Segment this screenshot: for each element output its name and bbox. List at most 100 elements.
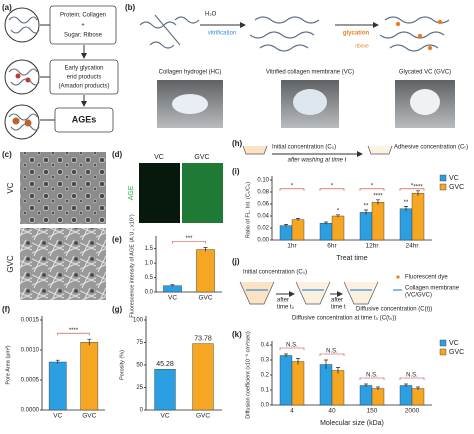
y-tick-label: 0.2 xyxy=(261,373,270,379)
x-tick-label: 4 xyxy=(290,408,294,415)
diagram-j xyxy=(239,275,402,305)
box-text: Sugar; Ribose xyxy=(64,33,103,39)
label: Initial concentration (C₀) xyxy=(243,270,307,276)
y-tick-label: 0.0015 xyxy=(21,318,40,324)
x-tick-label: 6hr xyxy=(327,243,337,250)
legend-label: VC xyxy=(449,340,459,347)
significance-label: * xyxy=(331,183,334,189)
bar xyxy=(154,369,176,411)
micrograph xyxy=(20,152,106,224)
bar xyxy=(371,388,385,406)
significance-bracket xyxy=(279,347,305,350)
x-axis-label: Molecular size (kDa) xyxy=(320,420,384,427)
significance-bracket xyxy=(359,188,385,191)
bar xyxy=(291,219,305,241)
error-bar xyxy=(336,367,340,374)
error-bar xyxy=(296,358,300,365)
x-tick-label: VC xyxy=(160,413,169,420)
y-axis-label: Porosity (%) xyxy=(119,350,125,380)
diagram-b xyxy=(139,14,455,128)
error-bar xyxy=(376,386,380,390)
significance-bracket xyxy=(319,353,345,356)
label: after washing at time t xyxy=(288,158,347,164)
bar xyxy=(411,388,425,406)
bar xyxy=(359,385,373,406)
significance-label: N.S. xyxy=(406,373,418,379)
label: Diffusive concentration (C(t)) xyxy=(356,307,432,313)
bar xyxy=(279,355,293,406)
significance-label: N.S. xyxy=(366,373,378,379)
y-tick-label: 0.3 xyxy=(261,358,270,364)
y-tick-label: 25 xyxy=(136,385,143,391)
y-tick-label: 0.04 xyxy=(257,214,269,220)
significance-label: *** xyxy=(185,236,193,242)
x-tick-label: 12hr xyxy=(365,243,379,250)
label: after xyxy=(277,298,289,304)
error-bar xyxy=(55,359,60,364)
error-bar xyxy=(416,190,420,196)
panel-label: (i) xyxy=(232,167,240,176)
panel-label: (b) xyxy=(125,3,136,12)
panel-label: (a) xyxy=(2,3,12,12)
y-axis-label: Ratio of FL. Int. (Cₜ/C₀) xyxy=(245,182,251,238)
significance-bracket xyxy=(279,188,305,191)
bar xyxy=(331,215,345,241)
y-tick-label: 1.0 xyxy=(145,261,154,267)
fluorescence-image xyxy=(182,163,223,223)
significance-mark: **** xyxy=(413,184,423,190)
legend-label: GVC xyxy=(449,184,464,191)
x-tick-label: 2000 xyxy=(405,408,420,415)
y-tick-label: 0 xyxy=(140,408,144,414)
box-text: end products xyxy=(67,75,102,81)
significance-bracket xyxy=(319,188,345,191)
x-tick-label: GVC xyxy=(198,295,212,302)
y-axis-label: Pore Area (μm²) xyxy=(5,345,11,384)
bar xyxy=(291,361,305,406)
legend-label: Collagen membrane xyxy=(405,286,460,292)
panel-label: (k) xyxy=(232,330,242,339)
arrow-label: vitrification xyxy=(208,31,236,37)
row-label: AGE xyxy=(128,185,135,200)
significance-bracket xyxy=(57,332,90,336)
y-axis-label: Diffusion coefficient (x10⁻⁶ cm²/sec) xyxy=(244,331,251,419)
y-tick-label: 50 xyxy=(136,363,143,369)
significance-bracket xyxy=(172,241,206,244)
y-axis-label: Fluorescence intensity of AGE (A.U., x10… xyxy=(128,214,135,318)
legend-label: Fluorescent dye xyxy=(405,275,448,281)
significance-mark: * xyxy=(337,208,340,214)
legend-label: VC xyxy=(449,175,459,182)
caption: Collagen hydrogel (HC) xyxy=(159,70,222,76)
box-text: Early glycation xyxy=(64,66,103,72)
x-tick-label: GVC xyxy=(82,413,96,420)
bar xyxy=(279,225,293,241)
bar xyxy=(196,249,215,293)
x-tick-label: 24hr xyxy=(405,243,419,250)
legend-swatch xyxy=(439,339,447,347)
error-bar xyxy=(404,206,408,212)
value-label: 45.28 xyxy=(156,361,174,368)
label: Adhesive concentration (Cₜ) xyxy=(394,145,468,151)
arrow-label: glycation xyxy=(343,31,370,37)
error-bar xyxy=(170,284,175,287)
significance-bracket xyxy=(399,188,425,191)
label: Initial concentration (C₀) xyxy=(272,145,336,151)
bar xyxy=(331,370,345,406)
bar xyxy=(48,361,67,411)
column-label: GVC xyxy=(194,154,209,161)
error-bar xyxy=(364,383,368,387)
panel-label: (f) xyxy=(2,305,10,314)
panel-label: (e) xyxy=(112,235,122,244)
significance-label: * xyxy=(291,183,294,189)
x-tick-label: 40 xyxy=(328,408,336,415)
bar xyxy=(163,285,182,293)
x-tick-label: 1hr xyxy=(287,243,297,250)
y-tick-label: 0.02 xyxy=(257,226,269,232)
panel-label: (j) xyxy=(232,257,240,266)
legend-label: (VC/GVC) xyxy=(405,293,432,299)
y-tick-label: 0.5 xyxy=(145,275,154,281)
column-label: VC xyxy=(154,154,164,161)
error-bar xyxy=(376,199,380,205)
error-bar xyxy=(336,214,340,218)
panel-label: (c) xyxy=(2,150,12,159)
